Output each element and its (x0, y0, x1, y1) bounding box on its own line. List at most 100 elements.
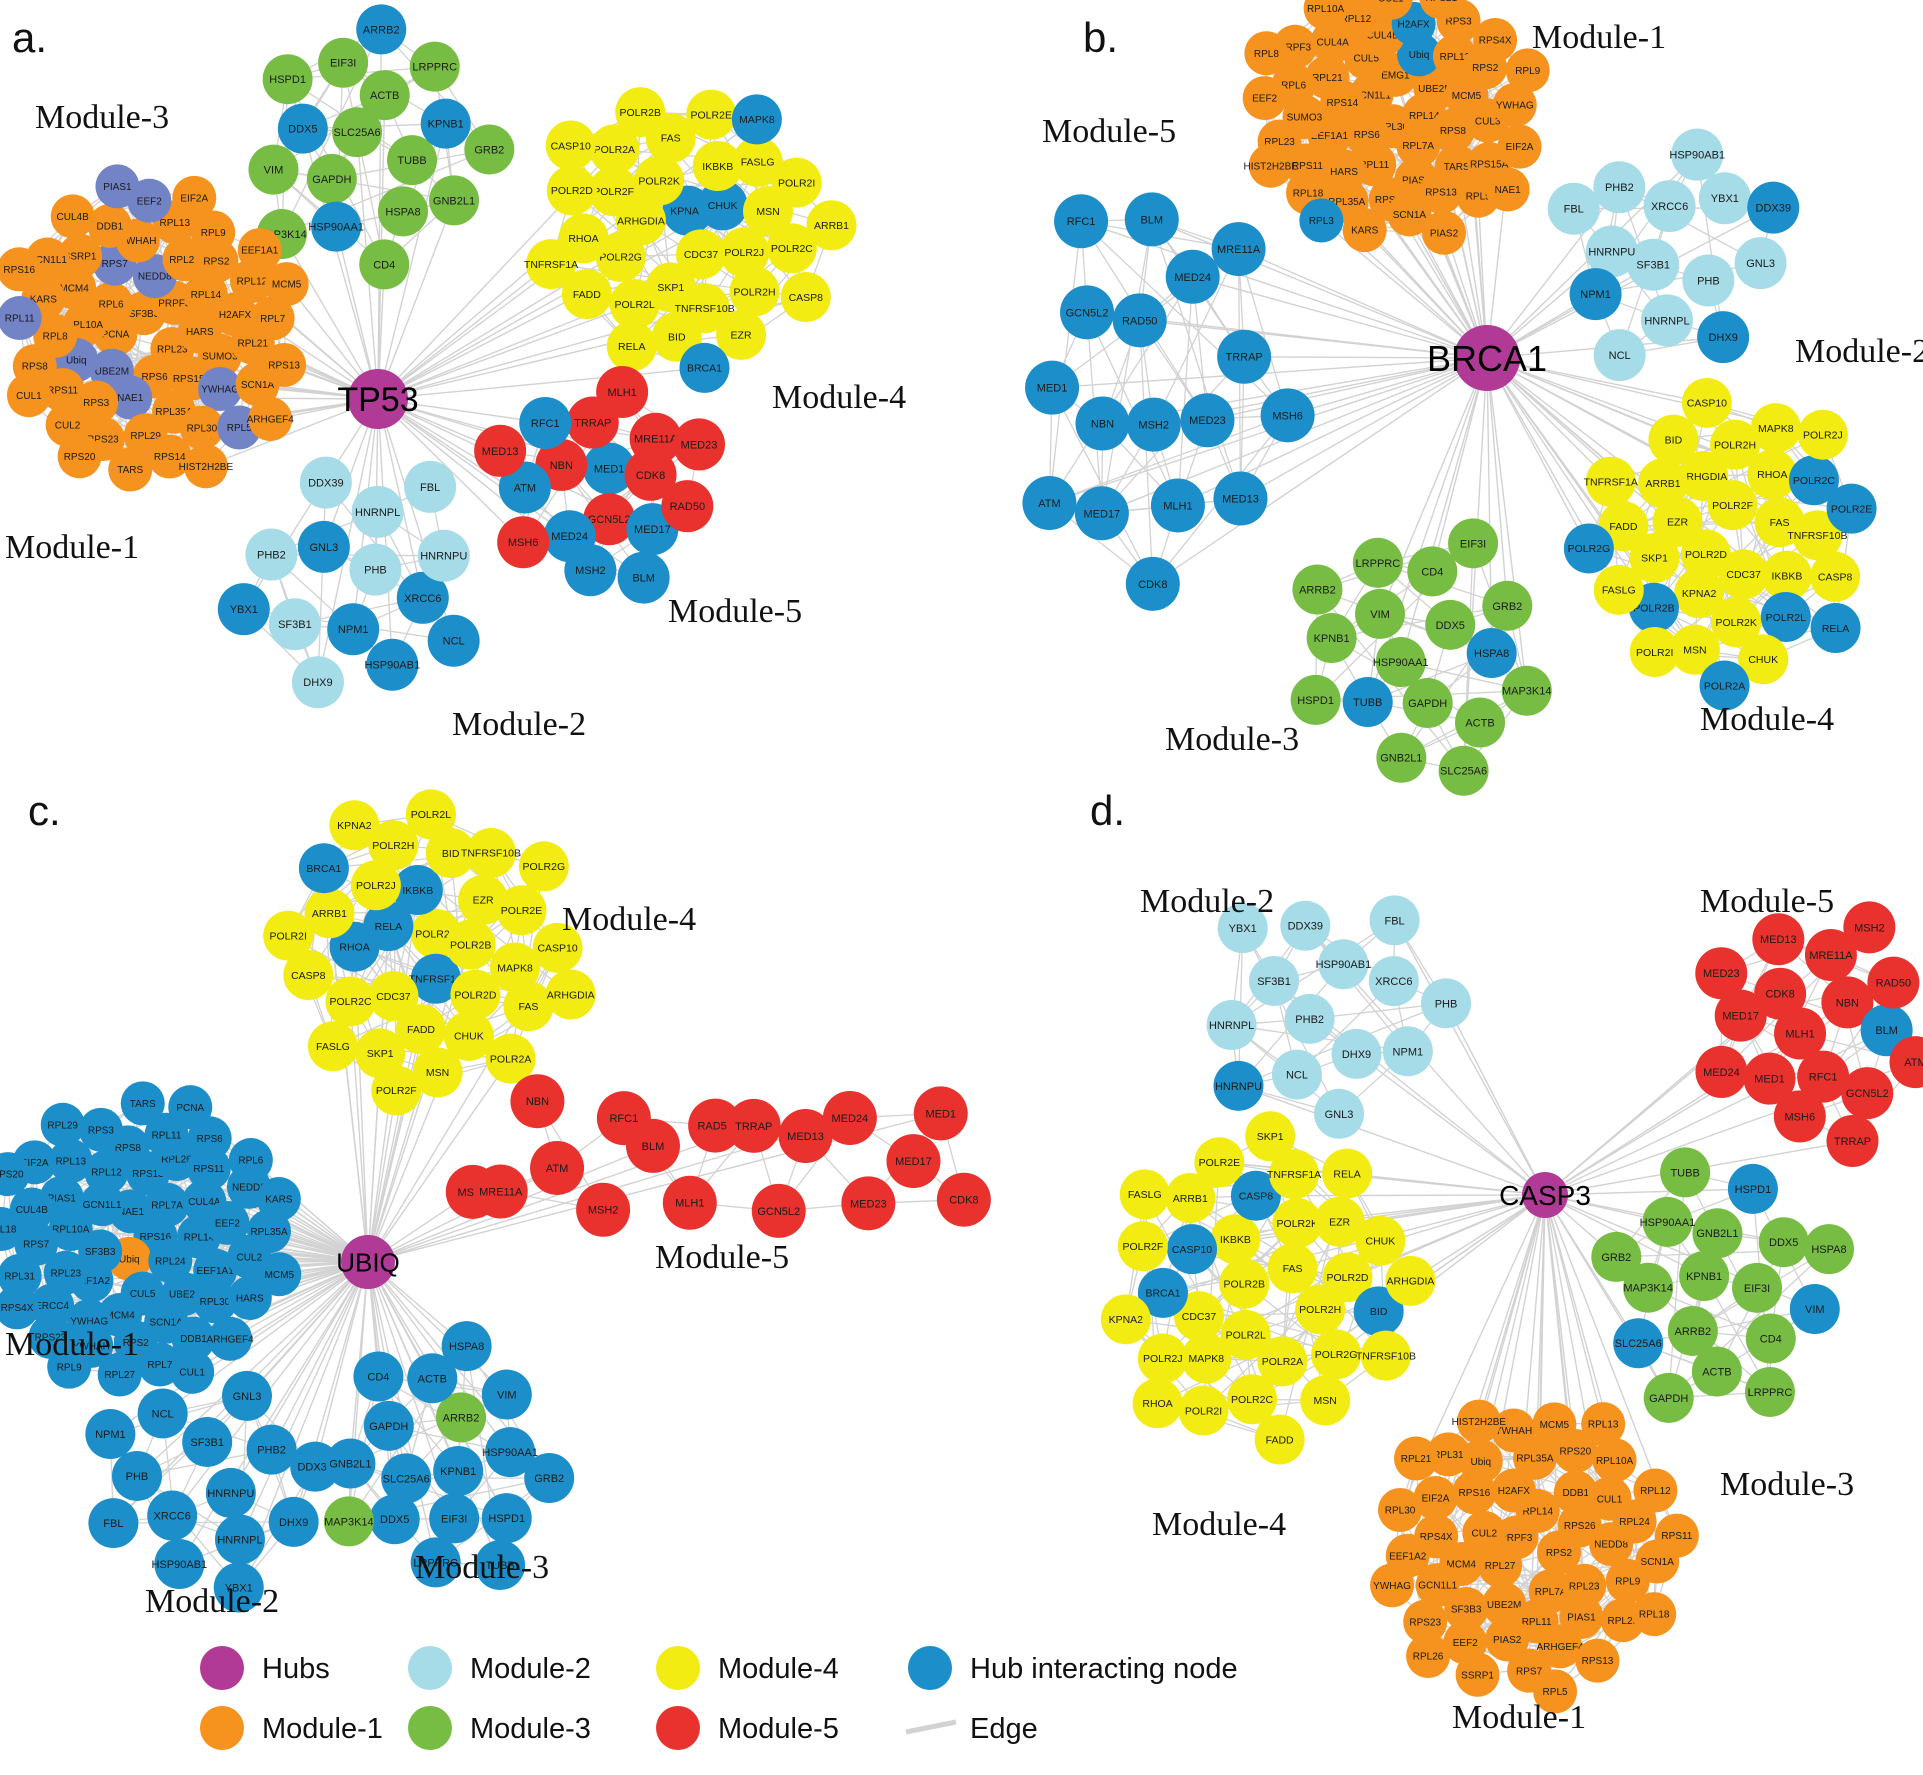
node-label-DDX39: DDX39 (1756, 203, 1791, 215)
node-label-POLR2B: POLR2B (450, 939, 491, 951)
node-RPS3: RPS3 (78, 1107, 123, 1152)
node-CUL1: CUL1 (1368, 0, 1413, 20)
node-circle-TARS (108, 447, 153, 492)
edge (1696, 154, 1724, 338)
node-MSH2: MSH2 (564, 544, 617, 597)
node-label-ATM: ATM (1904, 1057, 1923, 1069)
node-TNFRSF10B: TNFRSF10B (1356, 1330, 1416, 1381)
node-MRE11A: MRE11A (629, 412, 682, 465)
node-circle-HSPD1 (262, 54, 313, 105)
panel-d: PHB2 HSP90AB1 DHX9 SF3B1 XRCC6 NCL DDX39 NPM1 HN… (1090, 787, 1923, 1736)
node-label-RELA: RELA (375, 921, 402, 933)
node-label-ARRB2: ARRB2 (1299, 584, 1336, 596)
hub-edge (377, 303, 635, 400)
node-POLR2G: POLR2G (1563, 523, 1614, 574)
node-circle-CUL1 (1368, 0, 1413, 20)
node-label-RPL5: RPL5 (227, 423, 252, 434)
node-MLH1: MLH1 (596, 366, 649, 419)
node-label-POLR2B: POLR2B (620, 107, 661, 119)
node-label-DDX5: DDX5 (1436, 620, 1465, 632)
node-circle-RELA (1810, 602, 1861, 653)
node-label-MRE11A: MRE11A (479, 1187, 523, 1199)
node-label-RPL24: RPL24 (155, 1257, 186, 1268)
node-CDK8: CDK8 (1125, 556, 1180, 611)
node-label-RPS6: RPS6 (1354, 130, 1381, 141)
panel-d-letter: d. (1090, 787, 1125, 834)
node-label-NPM1: NPM1 (95, 1429, 126, 1441)
node-NCL: NCL (137, 1388, 188, 1439)
node-circle-RPS16 (0, 247, 42, 292)
node-FASLG: FASLG (732, 136, 783, 187)
node-circle-POLR2A (1699, 660, 1750, 711)
node-circle-ARRB1 (304, 888, 355, 939)
node-MED13: MED13 (1213, 471, 1268, 526)
node-label-CUL1: CUL1 (1378, 0, 1404, 4)
node-circle-POLR2H (729, 266, 780, 317)
node-label-RPL8: RPL8 (43, 332, 68, 343)
node-RAD50: RAD50 (1112, 293, 1167, 348)
node-FADD: FADD (561, 269, 612, 320)
node-label-CDK8: CDK8 (636, 470, 665, 482)
node-circle-POLR2L (405, 789, 456, 840)
edge (350, 1462, 507, 1519)
node-label-EEF1A1: EEF1A1 (197, 1266, 235, 1277)
node-circle-FBL (404, 460, 457, 513)
node-CASP8: CASP8 (780, 272, 831, 323)
node-NPM1: NPM1 (327, 603, 380, 656)
node-label-RPL11: RPL11 (1359, 160, 1389, 171)
node-circle-PIAS1 (95, 164, 140, 209)
node-circle-CASP8 (1810, 551, 1861, 602)
node-circle-MCM5 (264, 262, 309, 307)
hub-edge (1347, 1172, 1546, 1196)
node-ARRB2: ARRB2 (436, 1392, 487, 1443)
node-DHX9: DHX9 (291, 656, 344, 709)
node-label-TNFRSF1A: TNFRSF1A (1267, 1169, 1321, 1181)
hub-edge (377, 200, 455, 400)
node-circle-CDC37 (1718, 549, 1769, 600)
node-label-HSP90AA1: HSP90AA1 (1640, 1217, 1696, 1229)
node-label-HSPA8: HSPA8 (1811, 1244, 1846, 1256)
node-label-RPS11: RPS11 (1661, 1531, 1692, 1542)
node-label-RPL6: RPL6 (99, 299, 124, 310)
node-label-RPL6: RPL6 (1281, 81, 1306, 92)
node-RPL30: RPL30 (179, 405, 224, 450)
node-DDB1: DDB1 (171, 1316, 216, 1361)
node-circle-GRB2 (464, 124, 515, 175)
node-FBL: FBL (1369, 895, 1420, 946)
node-TRRAP: TRRAP (1217, 329, 1272, 384)
node-label-ARRB2: ARRB2 (443, 1412, 480, 1424)
node-label-ERCC4: ERCC4 (35, 1301, 69, 1312)
legend-label: Module-5 (718, 1713, 839, 1745)
node-circle-POLR2B (445, 919, 496, 970)
node-label-EEF2: EEF2 (215, 1218, 240, 1229)
node-RPL9: RPL9 (1505, 48, 1550, 93)
node-label-RPL9: RPL9 (201, 228, 226, 239)
node-circle-EIF3I (429, 1493, 480, 1544)
node-label-GNB2L1: GNB2L1 (329, 1458, 371, 1470)
panel-c-nodes: POLR2K TNFRSF1A RELA POLR2B CDC37 IKBKB POLR2D… (0, 789, 991, 1613)
node-POLR2G: POLR2G (595, 231, 646, 282)
node-circle-ATM (530, 1140, 585, 1195)
node-KPNB1: KPNB1 (420, 98, 471, 149)
node-label-ATM: ATM (514, 482, 536, 494)
node-SF3B1: SF3B1 (182, 1416, 233, 1467)
node-ACTB: ACTB (1455, 697, 1506, 748)
node-label-HSPD1: HSPD1 (1297, 695, 1334, 707)
node-TRRAP: TRRAP (726, 1098, 781, 1153)
node-RPL18: RPL18 (1632, 1592, 1677, 1637)
node-circle-MED1 (913, 1086, 968, 1141)
node-label-EEF2: EEF2 (1252, 94, 1277, 105)
node-TNFRSF1A: TNFRSF1A (409, 953, 463, 1004)
node-label-POLR2H: POLR2H (1299, 1304, 1341, 1316)
node-circle-FASLG (1593, 564, 1644, 615)
legend-item-module-5: Module-5 (656, 1706, 839, 1750)
node-label-RPL3: RPL3 (1309, 216, 1334, 227)
node-ERCC4: ERCC4 (30, 1283, 75, 1328)
node-circle-GAPDH (1402, 677, 1453, 728)
node-label-CDC37: CDC37 (1726, 569, 1761, 581)
node-label-CUL4B: CUL4B (16, 1205, 49, 1216)
node-label-BID: BID (442, 848, 460, 860)
node-circle-RELA (606, 321, 657, 372)
node-label-SKP1: SKP1 (1257, 1131, 1284, 1143)
node-circle-BID (425, 828, 476, 879)
